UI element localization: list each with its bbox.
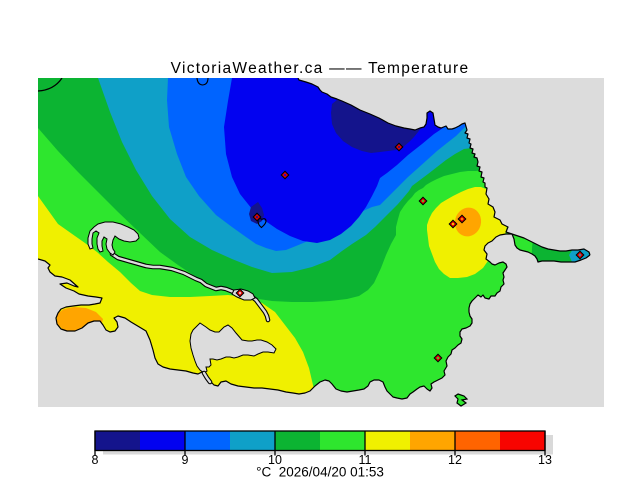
- svg-text:11: 11: [359, 453, 372, 467]
- svg-text:9: 9: [182, 453, 189, 467]
- svg-text:8: 8: [92, 453, 99, 467]
- svg-text:°C 2026/04/20 01:53: °C 2026/04/20 01:53: [256, 465, 384, 480]
- svg-text:12: 12: [448, 453, 462, 467]
- svg-text:13: 13: [538, 453, 552, 467]
- svg-text:VictoriaWeather.ca —— Temperat: VictoriaWeather.ca —— Temperature: [171, 60, 470, 77]
- svg-text:10: 10: [268, 453, 282, 467]
